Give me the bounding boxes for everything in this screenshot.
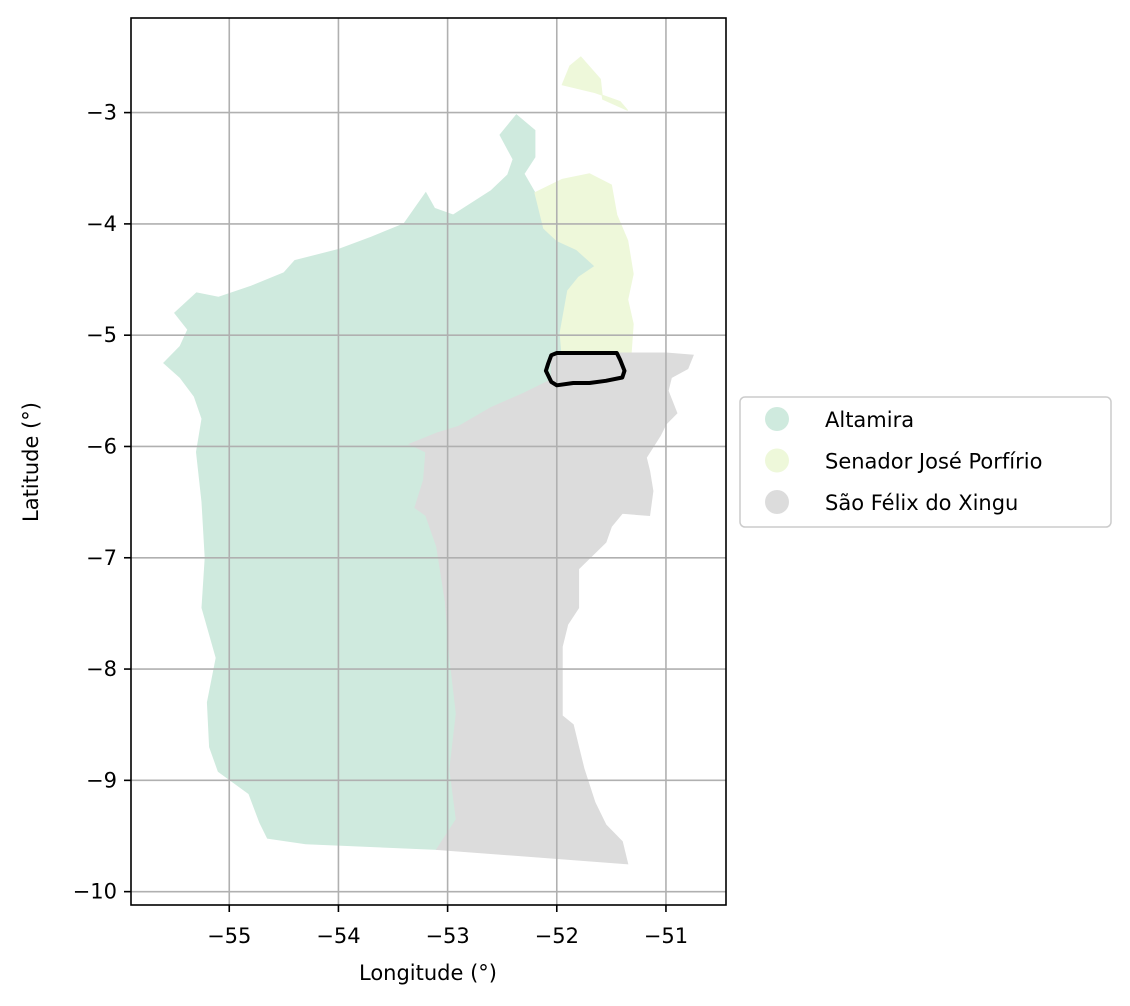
x-axis-label: Longitude (°) [359, 961, 497, 985]
y-tick-label: −9 [86, 768, 117, 792]
highlight-layer [543, 351, 627, 388]
map-plot-area [130, 17, 727, 906]
y-tick-label: −8 [86, 657, 117, 681]
y-tick-label: −5 [86, 323, 117, 347]
legend-marker [765, 407, 789, 431]
tick-layer: −55 −54 −53 −52 −51 −3 −4 −5 −6 −7 −8 −9 −10 [73, 101, 688, 948]
y-tick-label: −3 [86, 101, 117, 125]
legend-label: Senador José Porfírio [825, 450, 1042, 474]
region-layer [163, 56, 694, 865]
legend-marker [765, 490, 789, 514]
y-axis-label: Latitude (°) [19, 402, 43, 522]
grid-layer [131, 18, 726, 905]
legend-box [739, 396, 1112, 528]
x-tick-label: −53 [425, 924, 469, 948]
x-tick-label: −51 [644, 924, 688, 948]
legend-items: Altamira Senador José Porfírio São Félix d… [765, 407, 1042, 515]
legend: Altamira Senador José Porfírio São Félix d… [739, 396, 1112, 528]
legend-label: São Félix do Xingu [825, 491, 1018, 515]
axes-frame [130, 17, 727, 906]
x-tick-label: −55 [207, 924, 251, 948]
x-tick-label: −52 [535, 924, 579, 948]
y-tick-label: −7 [86, 546, 117, 570]
legend-marker [765, 448, 789, 473]
highlight-boundary [543, 351, 627, 388]
region-sao-felix-do-xingu [408, 352, 694, 865]
y-tick-label: −10 [73, 880, 117, 904]
legend-label: Altamira [825, 408, 914, 432]
y-tick-label: −6 [86, 434, 117, 458]
x-tick-label: −54 [316, 924, 360, 948]
y-tick-label: −4 [86, 212, 117, 236]
